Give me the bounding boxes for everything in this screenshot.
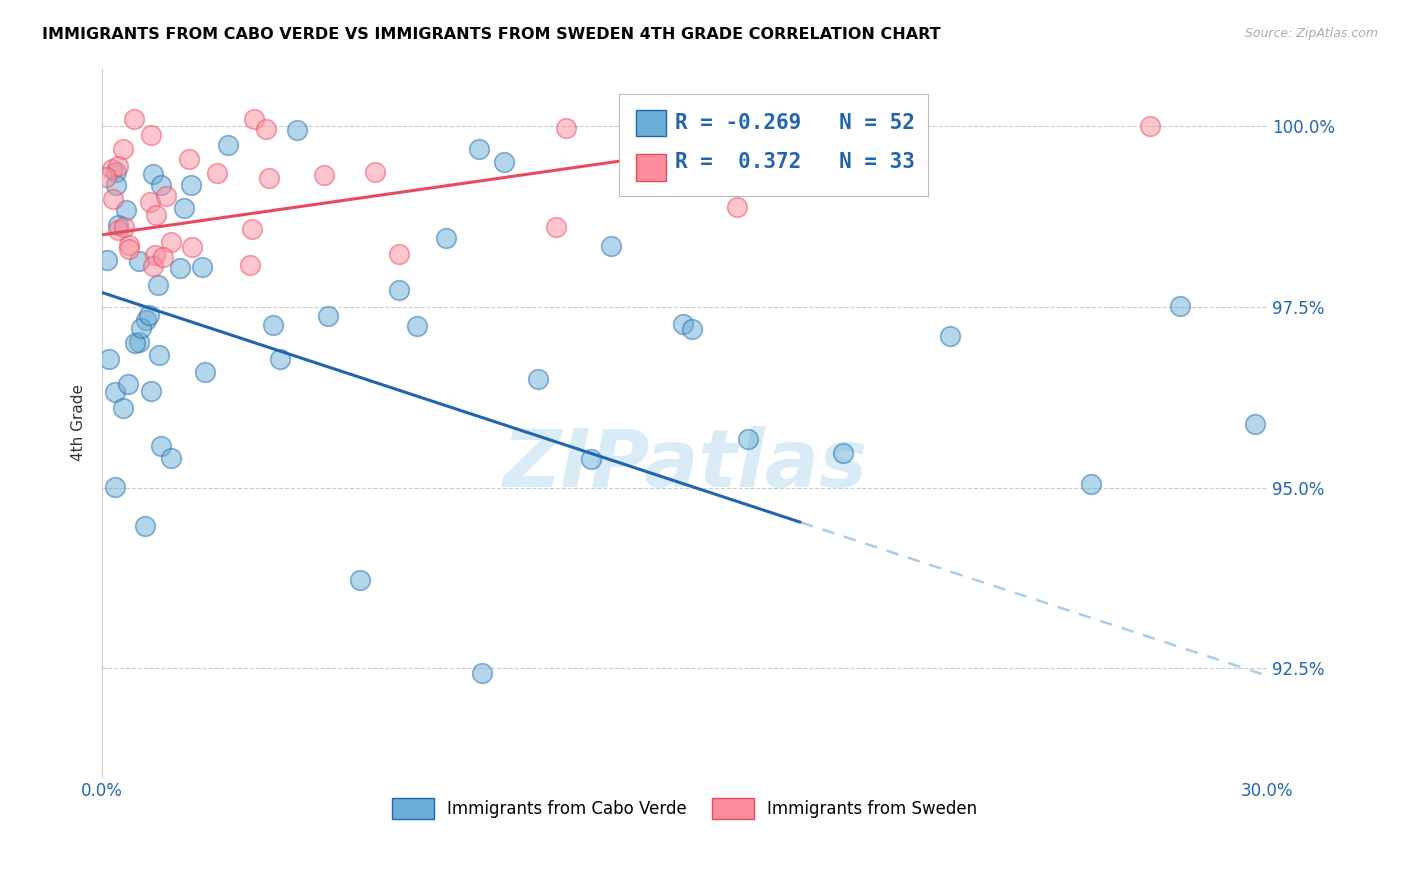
Point [129, 321, 152, 335]
Point [527, 372, 550, 386]
Point [98, 351, 121, 366]
Point [103, 384, 125, 399]
Point [205, 166, 228, 180]
Point [242, 221, 264, 235]
Point [160, 451, 183, 466]
Text: ZIPatlas: ZIPatlas [502, 426, 868, 504]
Point [101, 161, 124, 176]
Point [217, 138, 239, 153]
Point [181, 240, 204, 254]
Point [101, 192, 124, 206]
Point [1168, 299, 1191, 313]
Point [118, 242, 141, 256]
Point [555, 120, 578, 135]
Point [118, 238, 141, 252]
Point [105, 178, 128, 192]
Point [349, 573, 371, 587]
Point [135, 312, 157, 326]
Point [259, 171, 281, 186]
Point [544, 220, 567, 235]
Point [467, 142, 489, 156]
Point [142, 260, 165, 274]
Point [117, 376, 139, 391]
Point [579, 452, 602, 467]
Point [194, 365, 217, 379]
Point [254, 122, 277, 136]
Point [96, 252, 118, 267]
Point [139, 128, 162, 142]
Point [139, 195, 162, 210]
Y-axis label: 4th Grade: 4th Grade [72, 384, 86, 461]
Point [142, 167, 165, 181]
Point [179, 152, 201, 166]
Point [155, 189, 177, 203]
Point [388, 247, 411, 261]
Point [128, 254, 150, 268]
Point [112, 142, 135, 156]
Point [318, 309, 340, 323]
Point [363, 165, 385, 179]
Point [600, 238, 623, 252]
Point [107, 223, 129, 237]
Point [388, 283, 411, 297]
Text: Source: ZipAtlas.com: Source: ZipAtlas.com [1244, 27, 1378, 40]
Point [737, 433, 759, 447]
Point [103, 480, 125, 494]
Point [145, 208, 167, 222]
Point [471, 666, 494, 681]
Point [148, 348, 170, 362]
Point [96, 169, 118, 184]
Point [173, 201, 195, 215]
Point [939, 329, 962, 343]
Point [134, 519, 156, 533]
Point [832, 446, 855, 460]
Point [138, 308, 160, 322]
Point [725, 201, 748, 215]
Point [239, 258, 262, 272]
Point [262, 318, 284, 332]
Point [180, 178, 202, 192]
Point [107, 159, 129, 173]
Point [160, 235, 183, 249]
Point [152, 251, 174, 265]
Point [1244, 417, 1267, 432]
Point [107, 218, 129, 232]
Point [191, 260, 214, 274]
Text: R = -0.269   N = 52: R = -0.269 N = 52 [675, 113, 915, 133]
Point [285, 123, 308, 137]
Point [242, 112, 264, 127]
Point [681, 322, 703, 336]
Point [1080, 476, 1102, 491]
Text: IMMIGRANTS FROM CABO VERDE VS IMMIGRANTS FROM SWEDEN 4TH GRADE CORRELATION CHART: IMMIGRANTS FROM CABO VERDE VS IMMIGRANTS… [42, 27, 941, 42]
Point [143, 248, 166, 262]
Point [406, 318, 429, 333]
Point [141, 384, 163, 398]
Point [169, 260, 191, 275]
Point [1139, 120, 1161, 134]
Point [115, 203, 138, 218]
Point [672, 317, 695, 331]
Point [434, 231, 457, 245]
Point [104, 165, 127, 179]
Text: R =  0.372   N = 33: R = 0.372 N = 33 [675, 152, 915, 171]
Point [269, 351, 291, 366]
Point [124, 335, 146, 350]
Point [150, 178, 173, 192]
Point [122, 112, 145, 127]
Point [114, 219, 136, 234]
Legend: Immigrants from Cabo Verde, Immigrants from Sweden: Immigrants from Cabo Verde, Immigrants f… [385, 791, 984, 825]
Point [128, 334, 150, 349]
Point [492, 155, 515, 169]
Point [312, 168, 335, 182]
Point [150, 439, 173, 453]
Point [146, 278, 169, 293]
Point [111, 401, 134, 415]
